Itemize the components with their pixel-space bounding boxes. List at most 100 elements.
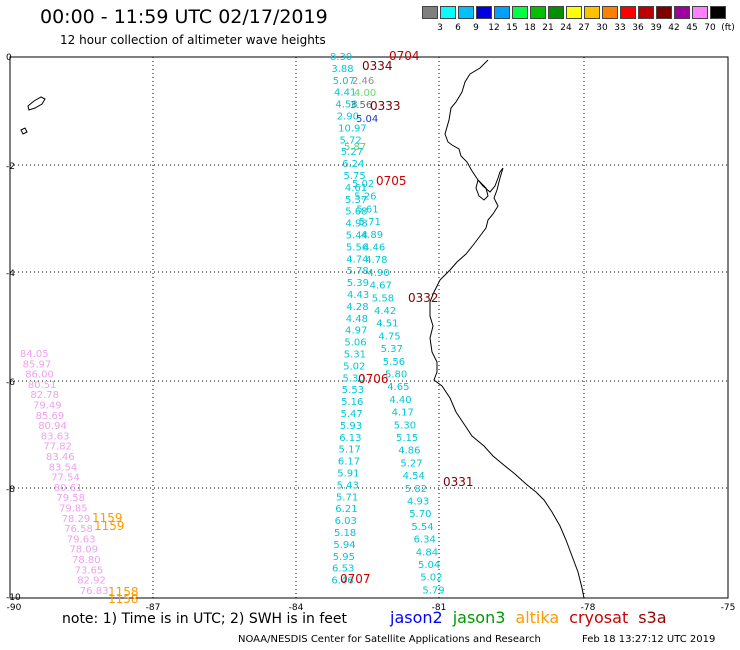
legend-label: 6 [455,23,461,33]
map-frame [9,56,729,599]
wave-height-value: 4.61 [345,183,367,194]
y-tick-label: -8 [6,485,15,495]
legend-label: 3 [437,23,443,33]
wave-height-value: 6.17 [338,457,360,468]
wave-height-value: 5.37 [381,344,403,355]
wave-height-value: 4.42 [374,306,396,317]
wave-height-value: 5.71 [336,492,358,503]
wave-height-value: 4.46 [363,243,385,254]
wave-height-value: 4.78 [365,255,387,266]
wave-height-value: 5.78 [347,266,369,277]
wave-height-value: 4.41 [334,88,356,99]
wave-height-value: 4.00 [354,88,376,99]
legend-swatch [566,6,582,19]
coastline-mainland [429,59,585,599]
wave-height-value: 5.06 [344,338,366,349]
wave-height-value: 5.26 [354,192,376,203]
s3a-value: 76.83 [80,586,109,597]
x-tick-label: -81 [432,603,447,613]
wave-height-value: 5.70 [409,509,431,520]
wave-height-value: 5.68 [345,207,367,218]
x-tick-label: -78 [581,603,596,613]
s3a-value: 86.00 [25,370,54,381]
wave-height-value: 2.46 [352,76,374,87]
legend-swatch [440,6,456,19]
wave-height-value: 5.75 [344,171,366,182]
wave-height-value: 5.16 [341,397,363,408]
wave-height-value: 5.15 [396,433,418,444]
wave-height-value: 6.21 [335,504,357,515]
wave-height-value: 5.58 [372,293,394,304]
wave-height-value: 4.75 [378,331,400,342]
wave-height-value: 5.95 [333,552,355,563]
legend-label: 24 [560,23,572,33]
s3a-value: 76.58 [64,524,93,535]
wave-height-value: 5.54 [411,522,433,533]
pass-time-label: 1159 [92,511,123,525]
legend-label: 39 [650,23,662,33]
wave-height-value: 5.44 [346,231,368,242]
wave-height-value: 4.43 [347,290,369,301]
pass-time-label: 1158 [108,592,139,606]
wave-height-value: 5.27 [341,147,363,158]
x-tick-label: -87 [146,603,161,613]
wave-height-value: 4.74 [346,254,368,265]
pass-time-label: 1159 [94,519,125,533]
legend-label: 21 [542,23,554,33]
wave-height-value: 5.79 [422,585,444,596]
satellite-name-altika: altika [515,608,560,627]
y-tick-label: -4 [6,269,15,279]
legend-label: 27 [578,23,590,33]
wave-height-value: 5.71 [359,217,381,228]
wave-height-value: 5.17 [339,445,361,456]
y-tick-label: -10 [6,593,21,603]
wave-height-value: 5.61 [356,204,378,215]
s3a-value: 80.51 [28,380,57,391]
wave-height-value: 4.90 [367,268,389,279]
s3a-value: 79.63 [67,534,96,545]
legend-label: 70 [704,23,716,33]
y-tick-label: -2 [6,162,15,172]
wave-height-value: 4.65 [387,382,409,393]
wave-height-value: 5.93 [340,421,362,432]
wave-height-value: 5.30 [342,373,364,384]
wave-height-value: 6.24 [342,159,364,170]
pass-time-label: 0333 [370,99,401,113]
legend-label: 30 [596,23,608,33]
legend-swatch [620,6,636,19]
wave-height-value: 4.86 [398,446,420,457]
legend-swatch [530,6,546,19]
satellite-name-s3a: s3a [638,608,667,627]
map-subtitle: 12 hour collection of altimeter wave hei… [60,33,326,47]
legend-label: 33 [614,23,626,33]
legend-swatch [674,6,690,19]
legend-swatch [692,6,708,19]
footer-credit: NOAA/NESDIS Center for Satellite Applica… [238,634,541,645]
legend-label: 42 [668,23,680,33]
legend-swatch [512,6,528,19]
legend-swatch [422,6,438,19]
satellite-name-jason3: jason3 [452,608,506,627]
legend-label: 9 [473,23,479,33]
wave-height-value: 6.13 [339,433,361,444]
wave-height-value: 5.72 [339,135,361,146]
wave-height-value: 4.58 [335,100,357,111]
s3a-value: 83.63 [41,431,70,442]
x-tick-label: -90 [7,603,22,613]
wave-height-value: 6.34 [414,535,436,546]
pass-time-label: 0707 [340,572,371,586]
wave-height-value: 5.80 [385,370,407,381]
s3a-value: 78.29 [62,514,91,525]
wave-height-value: 6.03 [335,516,357,527]
s3a-value: 77.82 [43,442,72,453]
wave-height-value: 5.56 [346,242,368,253]
legend-swatch [476,6,492,19]
map-title: 00:00 - 11:59 UTC 02/17/2019 [40,6,328,28]
coastline [20,59,585,599]
x-tick-label: -75 [721,603,736,613]
s3a-value: 83.54 [49,462,78,473]
coastline-gulf [475,179,489,201]
s3a-value: 85.69 [36,411,65,422]
wave-height-value: 3.88 [331,64,353,75]
